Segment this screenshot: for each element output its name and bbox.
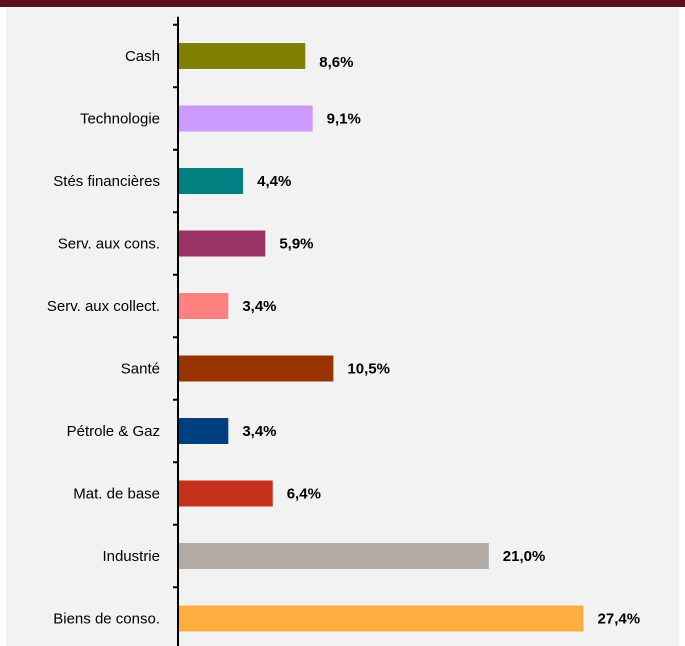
bar-5 bbox=[178, 355, 334, 382]
value-label-2: 4,4% bbox=[257, 173, 291, 190]
y-axis-group bbox=[173, 16, 179, 646]
value-labels-group: 8,6% 9,1% 4,4% 5,9% 3,4% 10,5% 3,4% 6,4% 21,0% 27… bbox=[242, 54, 640, 628]
category-label-5: Santé bbox=[121, 361, 160, 378]
value-label-4: 3,4% bbox=[242, 298, 276, 315]
bar-7 bbox=[178, 480, 273, 507]
bar-0 bbox=[178, 43, 306, 69]
category-label-7: Mat. de base bbox=[73, 486, 160, 503]
category-labels-group: Cash Technologie Stés financières Serv. aux… bbox=[47, 48, 160, 628]
category-label-8: Industrie bbox=[102, 548, 160, 565]
bar-4 bbox=[178, 293, 229, 319]
bar-6 bbox=[178, 418, 229, 444]
value-label-3: 5,9% bbox=[279, 236, 313, 253]
chart-panel bbox=[6, 7, 679, 646]
bar-1 bbox=[178, 105, 313, 132]
value-label-6: 3,4% bbox=[242, 423, 276, 440]
category-label-0: Cash bbox=[125, 48, 160, 65]
bar-3 bbox=[178, 230, 266, 257]
category-label-2: Stés financières bbox=[53, 173, 160, 190]
value-label-1: 9,1% bbox=[327, 111, 361, 128]
top-border-bar bbox=[0, 0, 685, 7]
category-label-9: Biens de conso. bbox=[53, 611, 160, 628]
category-label-4: Serv. aux collect. bbox=[47, 298, 160, 315]
value-label-0: 8,6% bbox=[319, 54, 353, 71]
bars-group bbox=[178, 43, 584, 632]
value-label-7: 6,4% bbox=[287, 486, 321, 503]
value-label-9: 27,4% bbox=[598, 611, 641, 628]
category-label-1: Technologie bbox=[80, 111, 160, 128]
bar-9 bbox=[178, 605, 584, 632]
category-label-3: Serv. aux cons. bbox=[58, 236, 160, 253]
bar-2 bbox=[178, 168, 244, 194]
value-label-8: 21,0% bbox=[503, 548, 546, 565]
category-label-6: Pétrole & Gaz bbox=[67, 423, 160, 440]
bar-8 bbox=[178, 543, 489, 569]
value-label-5: 10,5% bbox=[347, 361, 390, 378]
